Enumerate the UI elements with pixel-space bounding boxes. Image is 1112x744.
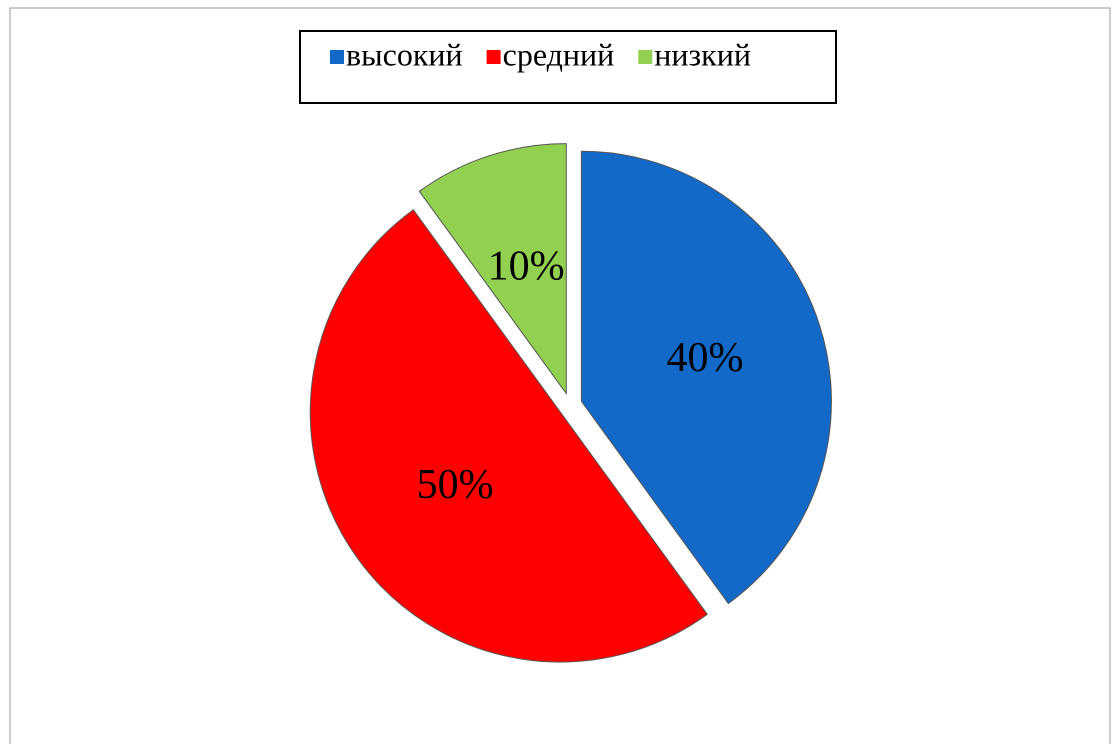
legend-label: высокий <box>346 36 463 72</box>
legend-swatch <box>330 50 344 64</box>
pie-slice <box>580 150 832 605</box>
legend-swatch <box>638 50 653 64</box>
legend-label: средний <box>503 36 615 72</box>
legend-swatch <box>486 50 501 64</box>
legend-label: низкий <box>654 36 751 72</box>
pie-slice <box>309 209 708 663</box>
data-label: 50% <box>417 462 494 508</box>
data-label: 40% <box>667 335 744 381</box>
legend-box <box>299 30 837 104</box>
data-label: 10% <box>488 244 565 290</box>
pie-slice <box>418 143 567 396</box>
